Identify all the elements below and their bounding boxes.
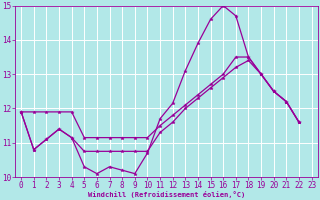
X-axis label: Windchill (Refroidissement éolien,°C): Windchill (Refroidissement éolien,°C) — [88, 191, 245, 198]
